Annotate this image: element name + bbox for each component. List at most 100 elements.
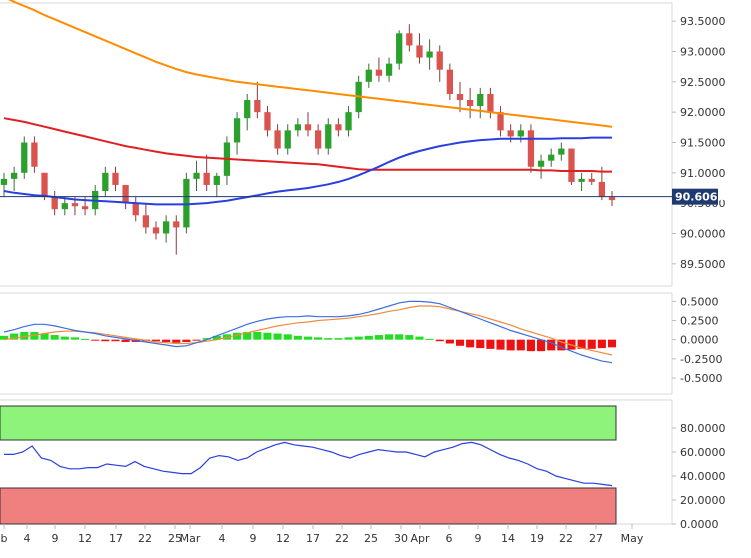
candle-body — [173, 221, 180, 228]
rsi-overbought-zone — [0, 405, 617, 441]
candle-body — [183, 178, 190, 228]
candle-body — [284, 130, 291, 149]
macd-histogram-bar — [121, 339, 130, 342]
rsi-y-tick-label: 0.0000 — [680, 518, 719, 531]
macd-histogram-bar — [101, 339, 110, 342]
candle-body — [21, 142, 28, 173]
macd-histogram-bar — [182, 339, 191, 342]
macd-histogram-bar — [354, 336, 363, 340]
macd-histogram-bar — [466, 339, 475, 348]
price-y-tick-label: 92.5000 — [680, 76, 726, 89]
macd-histogram-bar — [70, 337, 79, 340]
x-tick-label: May — [621, 532, 644, 545]
macd-histogram-bar — [496, 339, 505, 350]
x-tick-label: 22 — [335, 532, 349, 545]
x-tick-label: b — [1, 532, 8, 545]
candle-body — [598, 181, 606, 198]
macd-histogram-bar — [243, 332, 252, 340]
rsi-oversold-zone — [0, 487, 617, 525]
candle-body — [517, 130, 524, 137]
macd-histogram-bar — [263, 332, 272, 340]
x-tick-label: 25 — [168, 532, 182, 545]
x-tick-label: 9 — [475, 532, 482, 545]
candle-body — [375, 69, 383, 76]
price-y-tick-label: 93.0000 — [680, 45, 726, 58]
macd-histogram-bar — [293, 335, 302, 340]
price-y-tick-label: 89.5000 — [680, 258, 726, 271]
candle-body — [608, 197, 616, 201]
candle-body — [51, 197, 58, 210]
macd-histogram-bar — [81, 338, 90, 340]
candle-body — [477, 93, 484, 107]
macd-histogram-bar — [192, 339, 201, 341]
rsi-y-tick-label: 20.0000 — [680, 494, 726, 507]
price-panel: 93.5000 93.0000 92.5000 92.0000 91.5000 91.00… — [0, 0, 726, 287]
macd-histogram-bar — [526, 339, 535, 352]
x-tick-label: 30 — [394, 532, 408, 545]
candle-body — [416, 45, 423, 58]
macd-line — [3, 300, 613, 364]
candle-body — [578, 178, 585, 182]
rsi-y-tick-label: 40.0000 — [680, 470, 726, 483]
price-y-tick-label: 91.0000 — [680, 167, 726, 180]
x-tick-label: 14 — [501, 532, 515, 545]
x-tick-label: 22 — [138, 532, 152, 545]
macd-y-tick-label: 0.2500 — [680, 315, 719, 328]
macd-histogram-bar — [324, 338, 333, 340]
macd-histogram-bar — [60, 336, 69, 340]
candle-body — [132, 203, 139, 216]
x-tick-label: 9 — [250, 532, 257, 545]
macd-histogram-bar — [253, 332, 262, 340]
macd-signal-line — [3, 305, 613, 356]
macd-histogram-bar — [415, 336, 424, 340]
candle-body — [122, 184, 129, 204]
rsi-line — [4, 441, 613, 487]
macd-histogram-bar — [374, 335, 383, 340]
candle-body — [304, 124, 312, 131]
ma-slow-line — [8, 0, 613, 128]
rsi-panel: 80.0000 60.0000 40.0000 20.0000 0.0000 — [0, 399, 726, 531]
macd-panel: 0.5000 0.2500 0.0000 -0.2500 -0.5000 — [0, 292, 722, 395]
candle-body — [142, 215, 150, 228]
x-tick-label: Apr — [410, 532, 430, 545]
candle-body — [487, 93, 494, 113]
macd-histogram-bar — [455, 339, 465, 346]
candle-body — [426, 51, 433, 58]
candle-body — [0, 178, 8, 185]
candle-body — [446, 69, 454, 94]
macd-histogram-bar — [547, 339, 556, 351]
candle-body — [152, 227, 160, 234]
x-tick-label: Mar — [180, 532, 201, 545]
x-tick-label: 17 — [109, 532, 123, 545]
x-tick-label: 12 — [78, 532, 92, 545]
candle-body — [548, 154, 555, 161]
ma-fast-line — [3, 136, 612, 206]
price-y-tick-label: 91.5000 — [680, 136, 726, 149]
candle-body — [41, 172, 48, 198]
macd-histogram-bar — [607, 339, 617, 348]
candle-body — [314, 130, 322, 149]
candle-body — [61, 203, 68, 210]
candle-body — [193, 172, 200, 179]
candle-body — [233, 118, 241, 143]
current-price-label: 90.6066 — [675, 191, 725, 204]
macd-histogram-bar — [597, 339, 606, 349]
rsi-y-tick-label: 80.0000 — [680, 422, 726, 435]
macd-histogram-bar — [111, 339, 120, 342]
x-tick-label: 4 — [219, 532, 226, 545]
candle-body — [213, 175, 220, 185]
candle-body — [456, 93, 464, 101]
macd-histogram-bar — [172, 339, 181, 343]
candle-body — [254, 100, 261, 113]
candle-body — [335, 124, 342, 131]
candle-body — [527, 130, 535, 167]
macd-y-tick-label: 0.5000 — [680, 295, 719, 308]
candle-body — [588, 178, 595, 182]
macd-histogram-bar — [162, 339, 171, 342]
macd-y-tick-label: -0.5000 — [680, 372, 722, 385]
x-tick-label: 22 — [559, 532, 573, 545]
x-tick-label: 25 — [364, 532, 378, 545]
x-tick-label: 19 — [530, 532, 544, 545]
macd-histogram-bar — [385, 334, 394, 340]
